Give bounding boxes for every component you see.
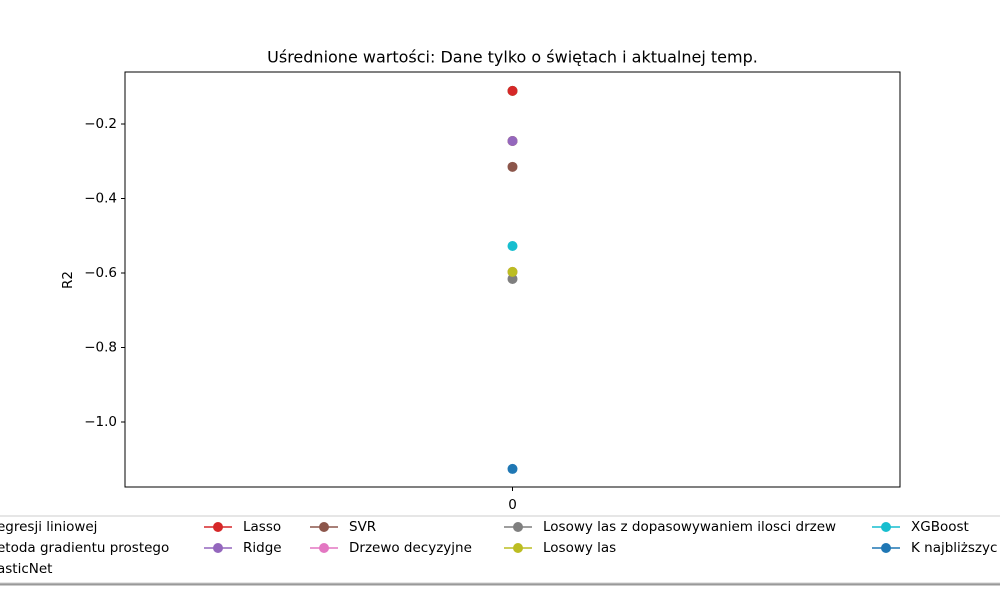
legend-marker [513,522,523,532]
y-tick-label: −1.0 [84,414,117,430]
legend-label: asticNet [0,561,52,577]
legend-marker [319,543,329,553]
legend-label: Losowy las [543,540,616,556]
y-tick-label: −0.2 [84,116,117,132]
legend-marker [213,543,223,553]
legend-label: SVR [349,519,376,535]
legend-frame [0,515,1000,584]
legend-label: Losowy las z dopasowywaniem ilosci drzew [543,519,836,535]
chart-title: Uśrednione wartości: Dane tylko o święta… [267,48,758,67]
point [507,135,518,146]
legend-marker [213,522,223,532]
y-tick-label: −0.8 [84,339,117,355]
point [507,85,518,96]
point [507,266,518,277]
legend-marker [881,522,891,532]
point [507,161,518,172]
point [507,273,518,284]
point [507,240,518,251]
legend-label: Lasso [243,519,281,535]
legend-marker [881,543,891,553]
y-tick-label: −0.6 [84,265,117,281]
legend-marker [319,522,329,532]
x-tick-label: 0 [508,497,517,513]
legend-label: etoda gradientu prostego [0,540,169,556]
legend-marker [513,543,523,553]
point [507,463,518,474]
legend-label: egresji liniowej [0,519,97,535]
legend-label: Drzewo decyzyjne [349,540,472,556]
legend-label: K najbliższyc [911,540,997,556]
legend-label: XGBoost [911,519,969,535]
y-axis-label: R2 [60,271,76,289]
y-tick-label: −0.4 [84,191,117,207]
legend-label: Ridge [243,540,282,556]
